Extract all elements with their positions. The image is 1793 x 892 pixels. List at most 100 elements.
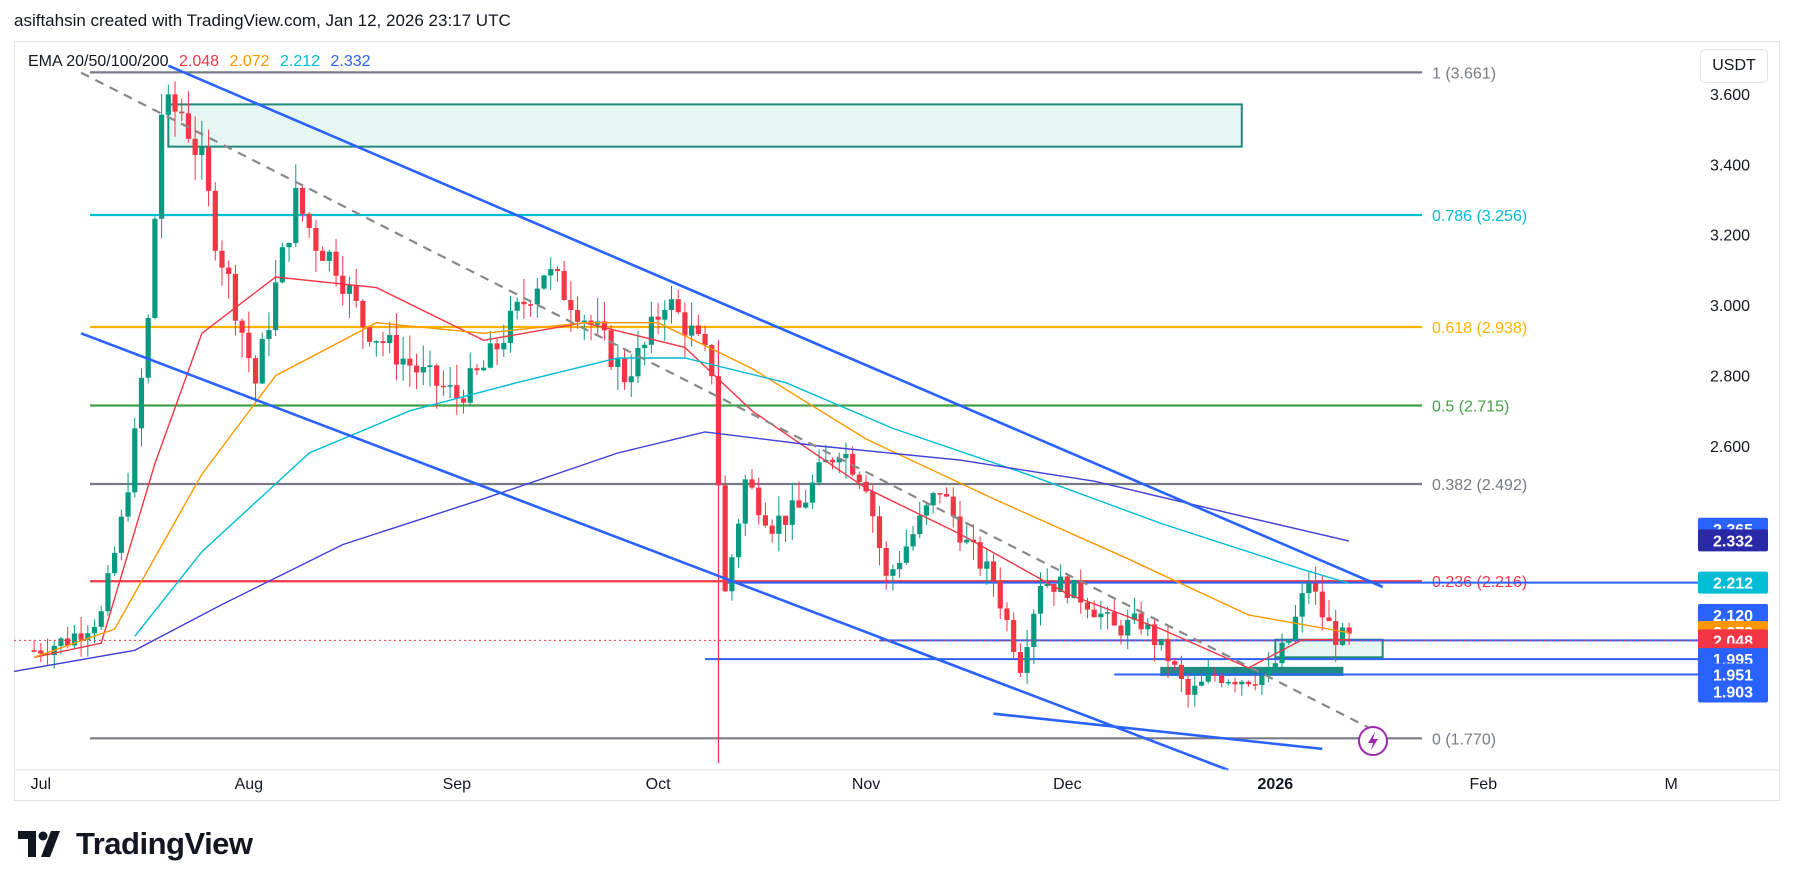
candle-body (239, 320, 245, 333)
candle-body (1272, 663, 1278, 668)
candle-body (353, 285, 359, 301)
candle-body (71, 633, 77, 646)
candle-body (1219, 675, 1225, 684)
candle-body (387, 335, 393, 344)
candle-body (85, 633, 91, 640)
tradingview-logo[interactable]: TradingView (18, 826, 253, 862)
candle-body (897, 562, 903, 570)
currency-unit-button[interactable]: USDT (1700, 49, 1768, 83)
x-tick-label: Dec (1053, 776, 1081, 793)
candle-body (219, 250, 225, 268)
candle-body (1192, 685, 1198, 695)
candle-body (615, 358, 621, 367)
candle-body (1071, 580, 1077, 599)
x-tick-label: M (1664, 776, 1677, 793)
candle-body (1004, 608, 1010, 621)
fib-label: 0.618 (2.938) (1432, 320, 1527, 337)
candle-body (366, 327, 373, 342)
axes-layer: 3.600 3.400 3.200 3.000 2.800 2.600 Jul Aug Sep O… (14, 87, 1780, 793)
candle-body (574, 309, 581, 322)
candle-body (1111, 612, 1117, 626)
channel-trendline (80, 332, 1229, 772)
price-label-text: 2.332 (1713, 533, 1753, 550)
candle-body (809, 482, 815, 503)
candle-body (762, 515, 769, 526)
ema-legend-value-50: 2.072 (229, 53, 270, 70)
candle-body (1131, 613, 1138, 620)
candle-body (883, 547, 889, 576)
candle-body (1104, 612, 1111, 614)
candle-body (172, 94, 178, 112)
candle-body (554, 269, 561, 272)
candle-body (192, 138, 198, 156)
candle-body (1145, 624, 1151, 630)
candle-body (1252, 684, 1258, 686)
candle-body (1078, 580, 1084, 603)
candle-body (179, 111, 185, 114)
candle-body (1198, 681, 1205, 686)
price-label-box (1698, 663, 1768, 686)
candle-body (273, 282, 279, 331)
candle-body (487, 343, 493, 368)
candle-body (903, 546, 909, 563)
fib-label: 0 (1.770) (1432, 731, 1496, 748)
candle-body (608, 330, 614, 367)
fib-label: 0.5 (2.715) (1432, 399, 1509, 416)
candle-body (380, 341, 386, 344)
y-tick-label: 2.800 (1710, 369, 1750, 386)
candle-body (662, 310, 668, 320)
candle-body (1205, 674, 1211, 682)
candle-body (561, 271, 567, 300)
y-tick-label: 3.200 (1710, 228, 1750, 245)
candle-body (1118, 625, 1124, 636)
candle-body (1064, 576, 1070, 599)
candle-body (98, 611, 104, 627)
candle-body (541, 275, 547, 289)
channel-trendline (993, 712, 1323, 751)
candle-body (313, 228, 319, 251)
candle-body (1011, 620, 1017, 653)
candle-body (460, 398, 467, 403)
candle-body (514, 301, 520, 311)
candle-body (38, 650, 44, 654)
chart-attribution: asiftahsin created with TradingView.com,… (14, 11, 511, 30)
candle-body (1326, 617, 1332, 622)
candle-body (1058, 576, 1064, 592)
candle-body (1051, 584, 1057, 592)
candle-body (1151, 624, 1158, 646)
x-tick-label: Oct (646, 776, 671, 793)
candle-body (548, 269, 554, 276)
ema-line-20 (33, 276, 1350, 669)
candle-body (340, 275, 346, 294)
candle-body (413, 365, 420, 373)
candle-body (1172, 661, 1178, 665)
price-label-box (1698, 571, 1768, 594)
candle-body (735, 523, 742, 558)
candle-body (642, 344, 648, 349)
candle-body (78, 633, 84, 640)
ema-line-50 (33, 321, 1350, 658)
lightning-icon[interactable] (1358, 726, 1388, 756)
price-labels-layer: 2.3652.3322.2122.1202.0722.0482.04842:49… (1698, 517, 1768, 703)
candle-body (159, 114, 165, 219)
candle-body (702, 333, 708, 346)
candle-body (1245, 681, 1252, 685)
candle-body (447, 385, 453, 387)
candle-body (937, 493, 943, 495)
ema-legend[interactable]: EMA 20/50/100/200 2.048 2.072 2.212 2.33… (28, 53, 377, 71)
price-label-box (1698, 604, 1768, 627)
candle-body (112, 552, 118, 574)
candle-body (1212, 674, 1218, 676)
candle-body (923, 505, 930, 516)
price-label-box (1698, 529, 1768, 552)
candle-body (293, 187, 299, 244)
candle-body (226, 267, 232, 274)
candle-body (816, 462, 822, 483)
candle-body (789, 500, 795, 525)
candle-body (635, 348, 641, 377)
fib-label: 0.786 (3.256) (1432, 208, 1527, 225)
candle-body (722, 485, 728, 592)
candle-body (393, 335, 400, 365)
candle-body (1158, 638, 1164, 646)
